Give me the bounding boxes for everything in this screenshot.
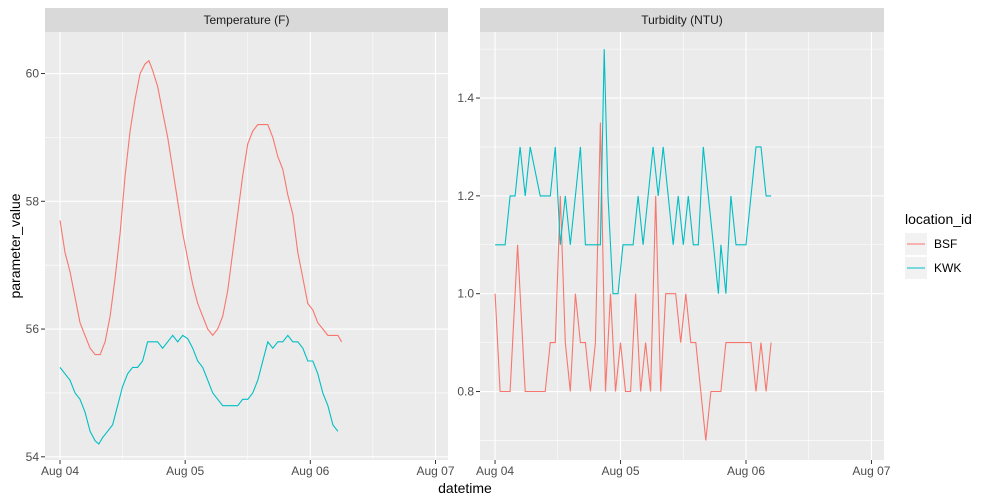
y-tick-label: 1.2 (457, 189, 474, 203)
facet-strip (45, 8, 448, 32)
y-tick-label: 54 (26, 450, 40, 464)
legend-label-kwk: KWK (934, 261, 961, 275)
y-tick-label: 56 (26, 322, 40, 336)
legend: location_id BSF KWK (905, 211, 972, 279)
y-tick-label: 58 (26, 194, 40, 208)
x-tick-label: Aug 06 (291, 464, 329, 478)
facet-strip-label: Temperature (F) (203, 13, 289, 27)
facet-strip (480, 8, 884, 32)
panel-background (480, 32, 884, 460)
series-line-bsf (59, 59, 343, 356)
series-line-kwk (495, 49, 772, 295)
series-line-kwk (59, 334, 339, 445)
y-tick-label: 1.4 (457, 91, 474, 105)
x-tick-label: Aug 04 (476, 464, 514, 478)
x-axis-title: datetime (438, 480, 492, 496)
facet-panel-1: Temperature (F) 54 56 58 60 Aug 04 Aug 05 Aug 0… (26, 8, 455, 478)
y-tick-label: 1.0 (457, 287, 474, 301)
x-tick-label: Aug 05 (601, 464, 639, 478)
x-tick-label: Aug 07 (852, 464, 890, 478)
x-tick-label: Aug 07 (416, 464, 454, 478)
x-tick-label: Aug 06 (727, 464, 765, 478)
series-line-bsf (494, 122, 772, 441)
facet-panel-2: Turbidity (NTU) 0.8 1.0 1.2 1.4 Aug 04 Aug 05 A… (457, 8, 891, 478)
x-tick-label: Aug 05 (166, 464, 204, 478)
y-tick-label: 60 (26, 67, 40, 81)
y-axis-title: parameter_value (7, 193, 23, 298)
legend-title: location_id (905, 211, 972, 227)
legend-label-bsf: BSF (934, 237, 957, 251)
panel-background (45, 32, 448, 460)
facet-strip-label: Turbidity (NTU) (641, 13, 723, 27)
y-tick-label: 0.8 (457, 385, 474, 399)
x-tick-label: Aug 04 (41, 464, 79, 478)
